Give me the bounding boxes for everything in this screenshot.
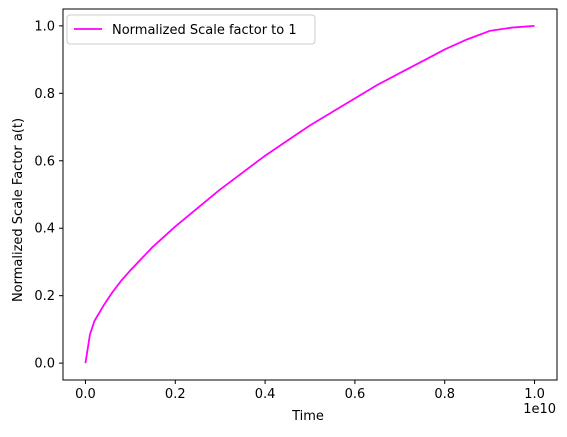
x-axis-ticks: 0.0 0.2 0.4 0.6 0.8 1.0 xyxy=(75,380,545,402)
y-tick-label: 0.6 xyxy=(34,154,55,169)
legend-entry-label: Normalized Scale factor to 1 xyxy=(112,23,297,38)
series-line-0 xyxy=(84,24,535,364)
y-tick-label: 0.2 xyxy=(34,289,55,304)
legend-box xyxy=(66,14,316,45)
y-tick-label: 0.8 xyxy=(34,87,55,102)
y-axis-label: Normalized Scale Factor a(t) xyxy=(11,118,26,302)
x-tick-label: 0.4 xyxy=(255,387,276,402)
x-axis-offset-text: 1e10 xyxy=(523,402,556,417)
x-tick-label: 0.0 xyxy=(75,387,96,402)
x-tick-label: 0.2 xyxy=(165,387,186,402)
y-axis-ticks: 0.0 0.2 0.4 0.6 0.8 1.0 xyxy=(34,19,63,372)
legend: Normalized Scale factor to 1 xyxy=(66,14,316,45)
plot-area xyxy=(62,8,558,381)
x-axis-label: Time xyxy=(291,409,324,424)
axes-frame xyxy=(62,8,558,381)
y-tick-label: 0.4 xyxy=(34,222,55,237)
x-tick-label: 0.6 xyxy=(345,387,366,402)
y-tick-label: 0.0 xyxy=(34,357,55,372)
x-tick-label: 1.0 xyxy=(524,387,545,402)
x-tick-label: 0.8 xyxy=(434,387,455,402)
y-tick-label: 1.0 xyxy=(34,19,55,34)
